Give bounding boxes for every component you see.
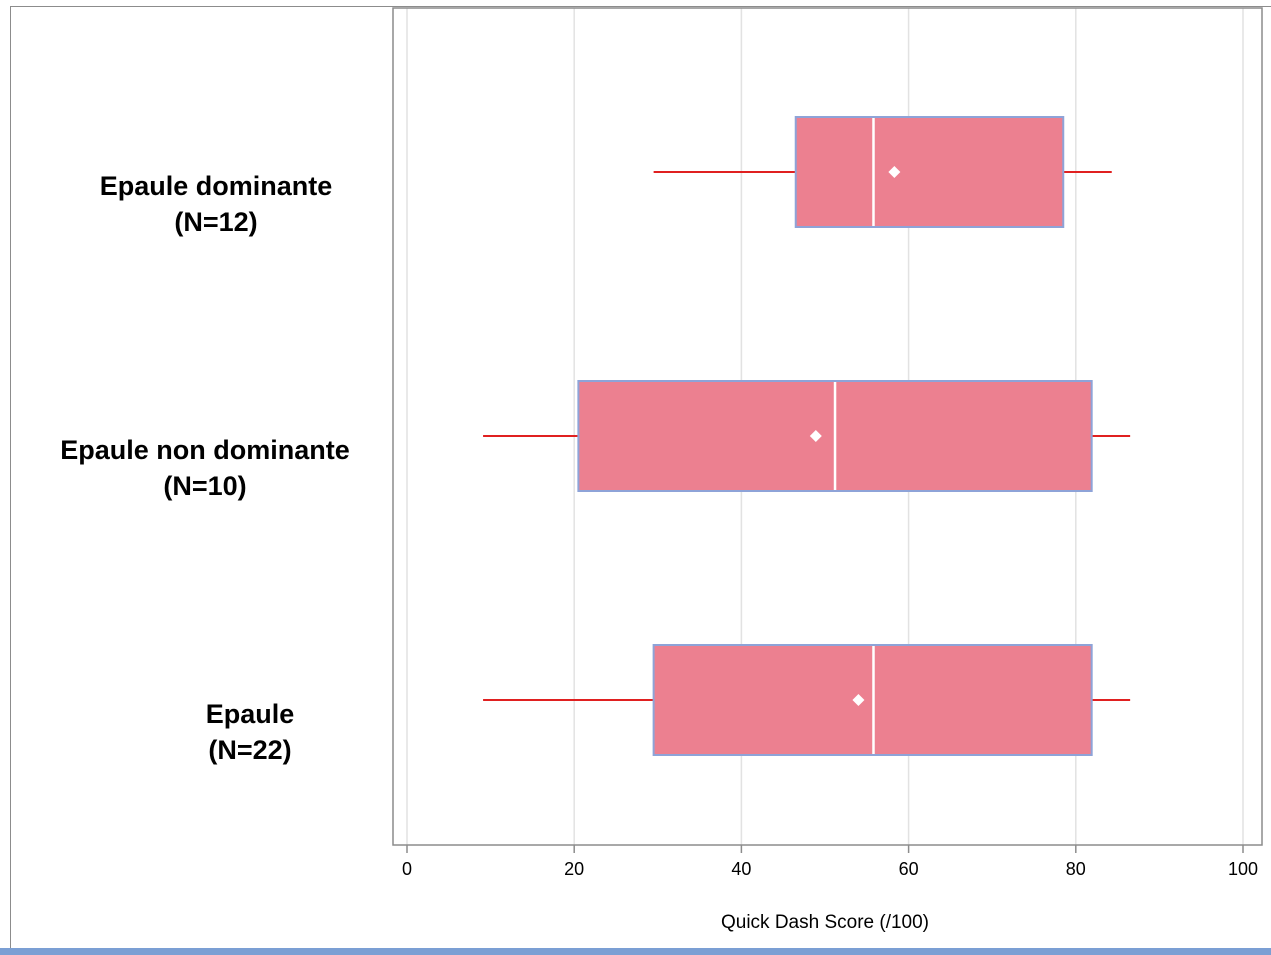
x-axis-title: Quick Dash Score (/100) bbox=[721, 912, 929, 933]
category-label: Epaule dominante (N=12) bbox=[100, 171, 333, 237]
x-tick-label: 20 bbox=[564, 859, 584, 879]
plot-area bbox=[392, 7, 1263, 846]
category-label-line: (N=12) bbox=[174, 207, 257, 237]
x-tick-label: 100 bbox=[1228, 859, 1258, 879]
boxes bbox=[483, 116, 1131, 756]
category-label-line: Epaule non dominante bbox=[60, 435, 350, 465]
category-label-line: Epaule dominante bbox=[100, 171, 333, 201]
box-iqr bbox=[794, 116, 1065, 228]
chart-frame bbox=[10, 6, 1271, 948]
x-tick-label: 80 bbox=[1066, 859, 1086, 879]
mean-marker bbox=[809, 430, 822, 442]
x-tick-label: 40 bbox=[731, 859, 751, 879]
category-label: Epaule (N=22) bbox=[206, 699, 295, 765]
box-group bbox=[483, 644, 1131, 756]
mean-marker bbox=[888, 166, 901, 178]
x-axis-ticks: 0 20 40 60 80 100 bbox=[402, 845, 1258, 879]
bottom-accent-band bbox=[0, 948, 1271, 955]
x-tick-label: 0 bbox=[402, 859, 412, 879]
box-group bbox=[483, 380, 1131, 492]
mean-marker bbox=[852, 694, 865, 706]
category-labels: Epaule dominante (N=12) Epaule non dominan… bbox=[60, 171, 350, 765]
category-label-line: (N=22) bbox=[208, 735, 291, 765]
x-tick-label: 60 bbox=[899, 859, 919, 879]
category-label: Epaule non dominante (N=10) bbox=[60, 435, 350, 501]
box-group bbox=[653, 116, 1112, 228]
category-label-line: (N=10) bbox=[163, 471, 246, 501]
category-label-line: Epaule bbox=[206, 699, 295, 729]
